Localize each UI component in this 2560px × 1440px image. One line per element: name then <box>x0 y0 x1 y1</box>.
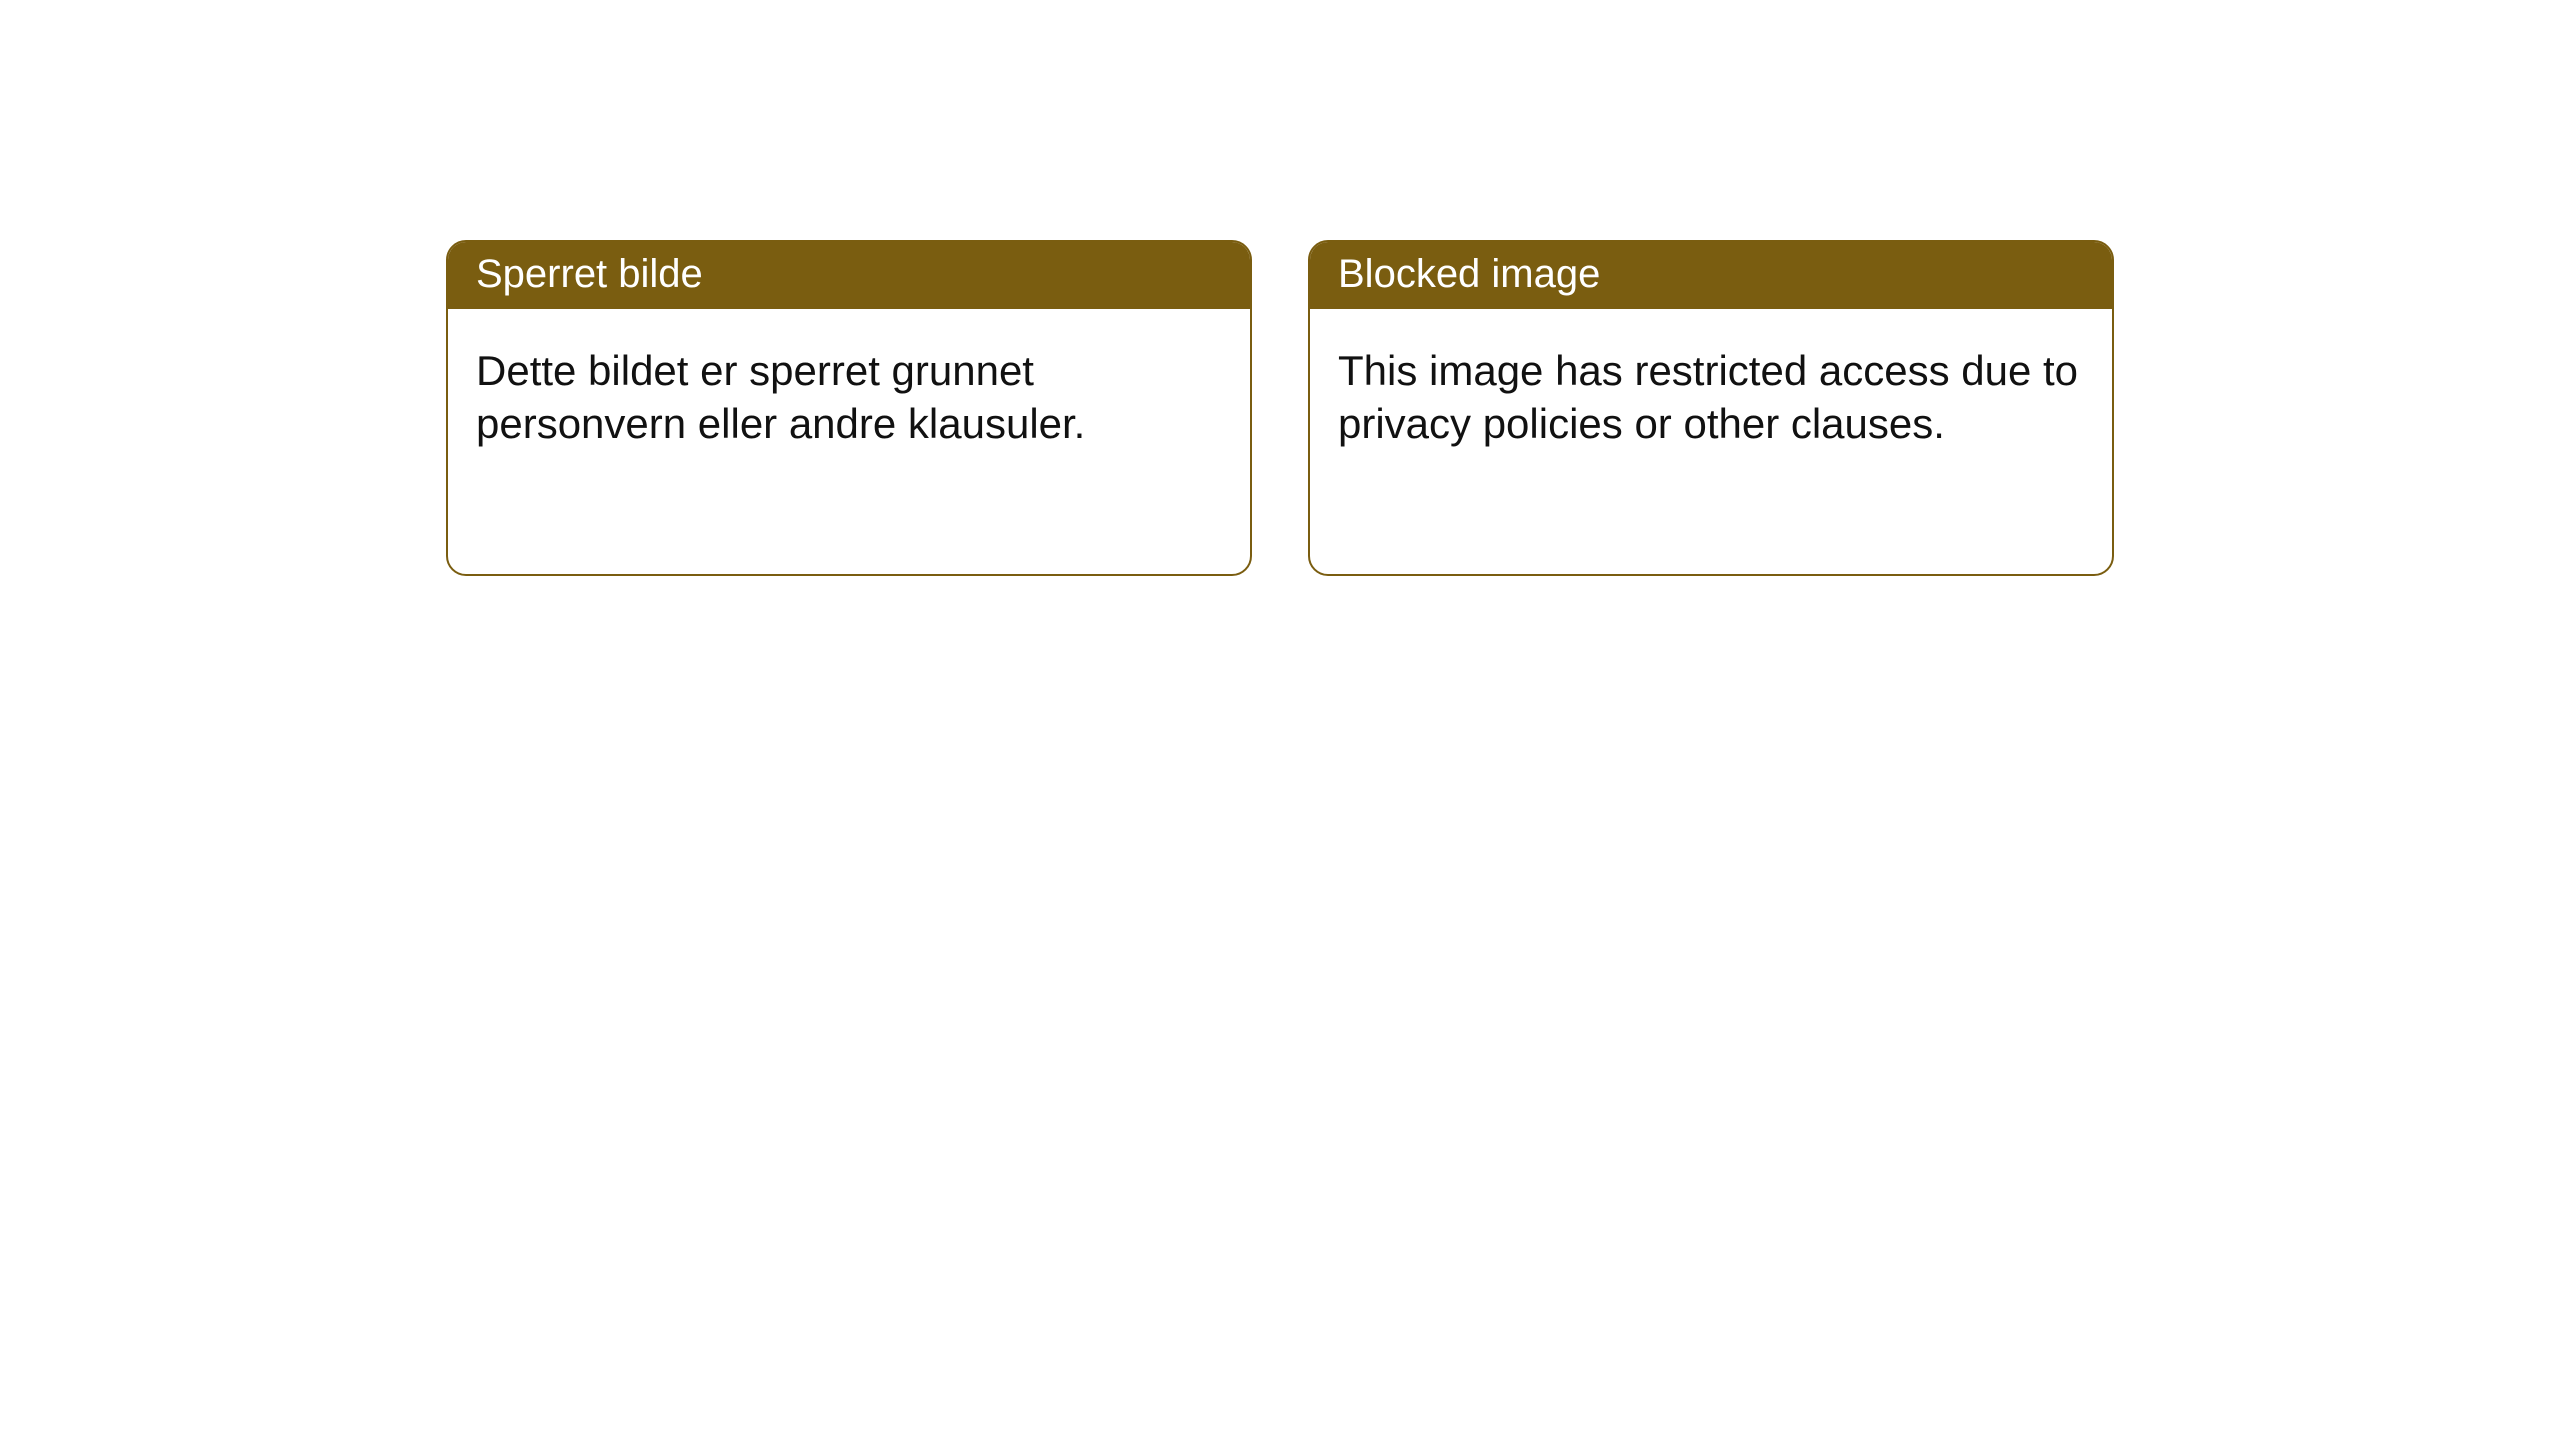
notice-card-header: Sperret bilde <box>448 242 1250 309</box>
notice-card-text: Dette bildet er sperret grunnet personve… <box>476 347 1085 447</box>
notice-card-text: This image has restricted access due to … <box>1338 347 2078 447</box>
notice-card-title: Blocked image <box>1338 252 1600 296</box>
notice-card-body: Dette bildet er sperret grunnet personve… <box>448 309 1250 478</box>
notice-card-no: Sperret bilde Dette bildet er sperret gr… <box>446 240 1252 576</box>
notice-card-en: Blocked image This image has restricted … <box>1308 240 2114 576</box>
notice-card-body: This image has restricted access due to … <box>1310 309 2112 478</box>
notice-card-header: Blocked image <box>1310 242 2112 309</box>
notice-container: Sperret bilde Dette bildet er sperret gr… <box>0 0 2560 576</box>
notice-card-title: Sperret bilde <box>476 252 703 296</box>
